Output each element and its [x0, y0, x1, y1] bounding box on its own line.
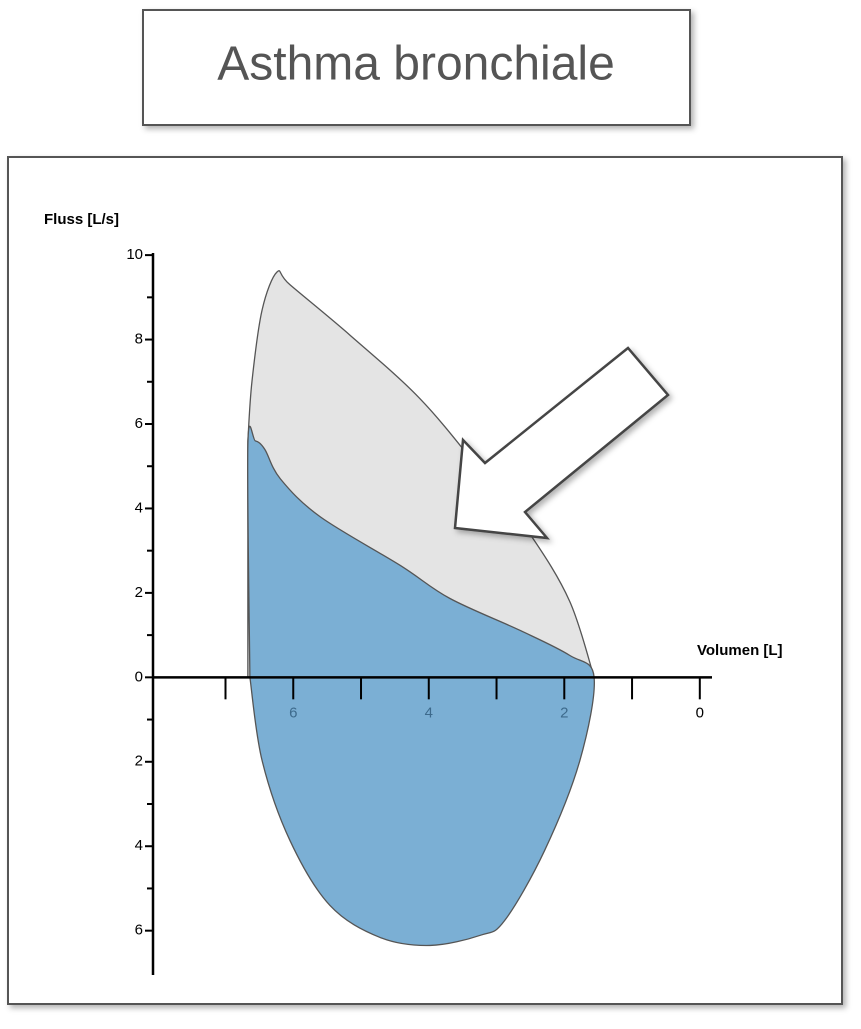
plot: 10 8 6 4 2 0 2 4 6 6 4 2 0	[126, 246, 712, 975]
x-tick-label: 6	[289, 704, 297, 721]
y-tick-label: 6	[135, 415, 143, 432]
y-tick-label: 2	[135, 753, 143, 770]
y-tick-label: 6	[135, 922, 143, 939]
y-tick-label: 0	[135, 668, 143, 685]
y-tick-label: 2	[135, 584, 143, 601]
y-tick-label: 8	[135, 331, 143, 348]
x-axis-label: Volumen [L]	[697, 642, 783, 659]
y-tick-label: 4	[135, 499, 143, 516]
title: Asthma bronchiale	[217, 38, 615, 91]
arrow	[453, 346, 670, 540]
x-tick-label: 2	[560, 704, 568, 721]
y-tick-label: 10	[126, 246, 143, 263]
x-tick-label: 4	[425, 704, 433, 721]
y-axis-label: Fluss [L/s]	[44, 211, 119, 228]
x-tick-label: 0	[696, 704, 704, 721]
y-tick-label: 4	[135, 837, 143, 854]
title-box	[142, 9, 691, 126]
